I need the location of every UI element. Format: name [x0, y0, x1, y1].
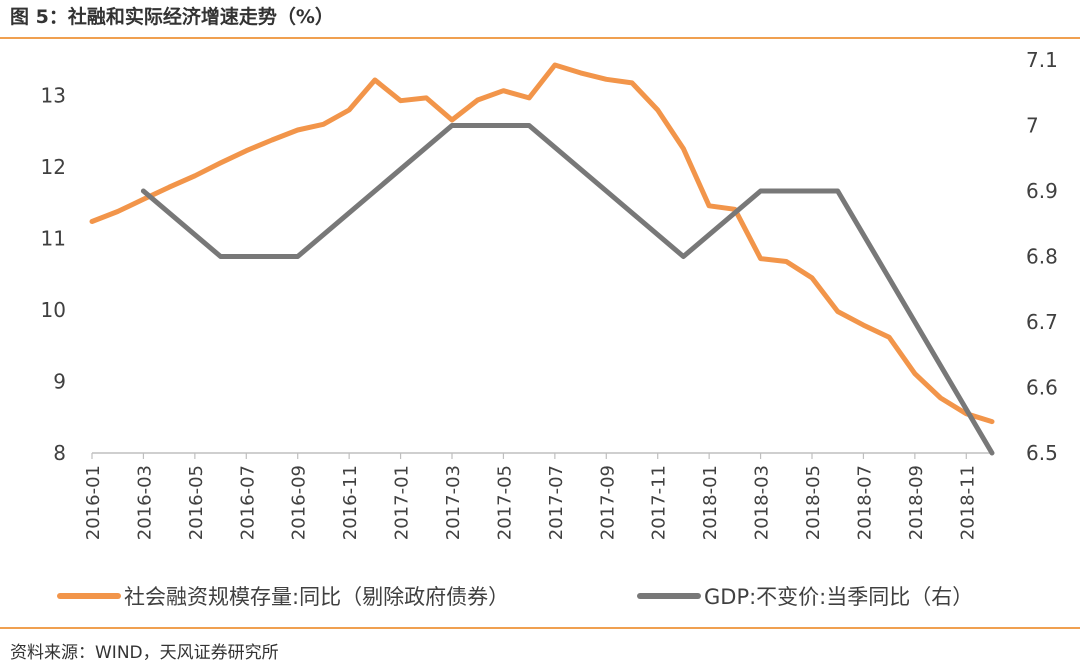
x-tick-label: 2018-07	[854, 465, 875, 540]
source-note: 资料来源：WIND，天风证券研究所	[10, 643, 279, 663]
left-y-tick-label: 12	[41, 155, 66, 179]
right-y-tick-label: 7	[1026, 114, 1039, 138]
x-tick-label: 2017-11	[649, 465, 670, 540]
footer-divider	[0, 627, 1080, 629]
legend-label: GDP:不变价:当季同比（右）	[704, 585, 973, 609]
series-line-tsf	[89, 62, 995, 425]
left-y-tick-label: 9	[53, 370, 66, 394]
x-tick-label: 2016-03	[134, 465, 155, 540]
x-tick-label: 2018-05	[803, 465, 824, 540]
x-tick-label: 2016-09	[289, 465, 310, 540]
left-y-tick-label: 11	[41, 227, 66, 251]
right-y-tick-label: 6.9	[1026, 179, 1058, 203]
x-tick-label: 2018-09	[906, 465, 927, 540]
right-y-tick-label: 6.5	[1026, 441, 1058, 465]
x-tick-label: 2017-09	[597, 465, 618, 540]
x-tick-label: 2018-03	[752, 465, 773, 540]
page-title: 图 5：社融和实际经济增速走势（%）	[10, 6, 334, 28]
series-line-gdp	[140, 123, 995, 456]
x-tick-label: 2018-01	[700, 465, 721, 540]
line-chart: 2016-01 2016-03 2016-05 2016-07 2016-09 2016-…	[41, 48, 1058, 609]
right-y-tick-label: 6.6	[1026, 376, 1058, 400]
x-tick-label: 2016-01	[83, 465, 104, 540]
x-tick-label: 2016-07	[237, 465, 258, 540]
x-tick-label: 2016-11	[340, 465, 361, 540]
left-y-tick-label: 13	[41, 84, 66, 108]
x-tick-label: 2017-03	[443, 465, 464, 540]
right-y-tick-label: 6.7	[1026, 310, 1058, 334]
x-tick-label: 2018-11	[957, 465, 978, 540]
left-y-tick-label: 10	[41, 298, 66, 322]
x-tick-label: 2016-05	[186, 465, 207, 540]
left-y-tick-label: 8	[53, 441, 66, 465]
right-y-tick-label: 6.8	[1026, 245, 1058, 269]
title-divider	[0, 37, 1080, 39]
x-tick-label: 2017-07	[546, 465, 567, 540]
right-y-tick-label: 7.1	[1026, 48, 1058, 72]
legend-label: 社会融资规模存量:同比（剔除政府债券）	[124, 585, 509, 609]
x-tick-label: 2017-05	[494, 465, 515, 540]
x-tick-label: 2017-01	[392, 465, 413, 540]
